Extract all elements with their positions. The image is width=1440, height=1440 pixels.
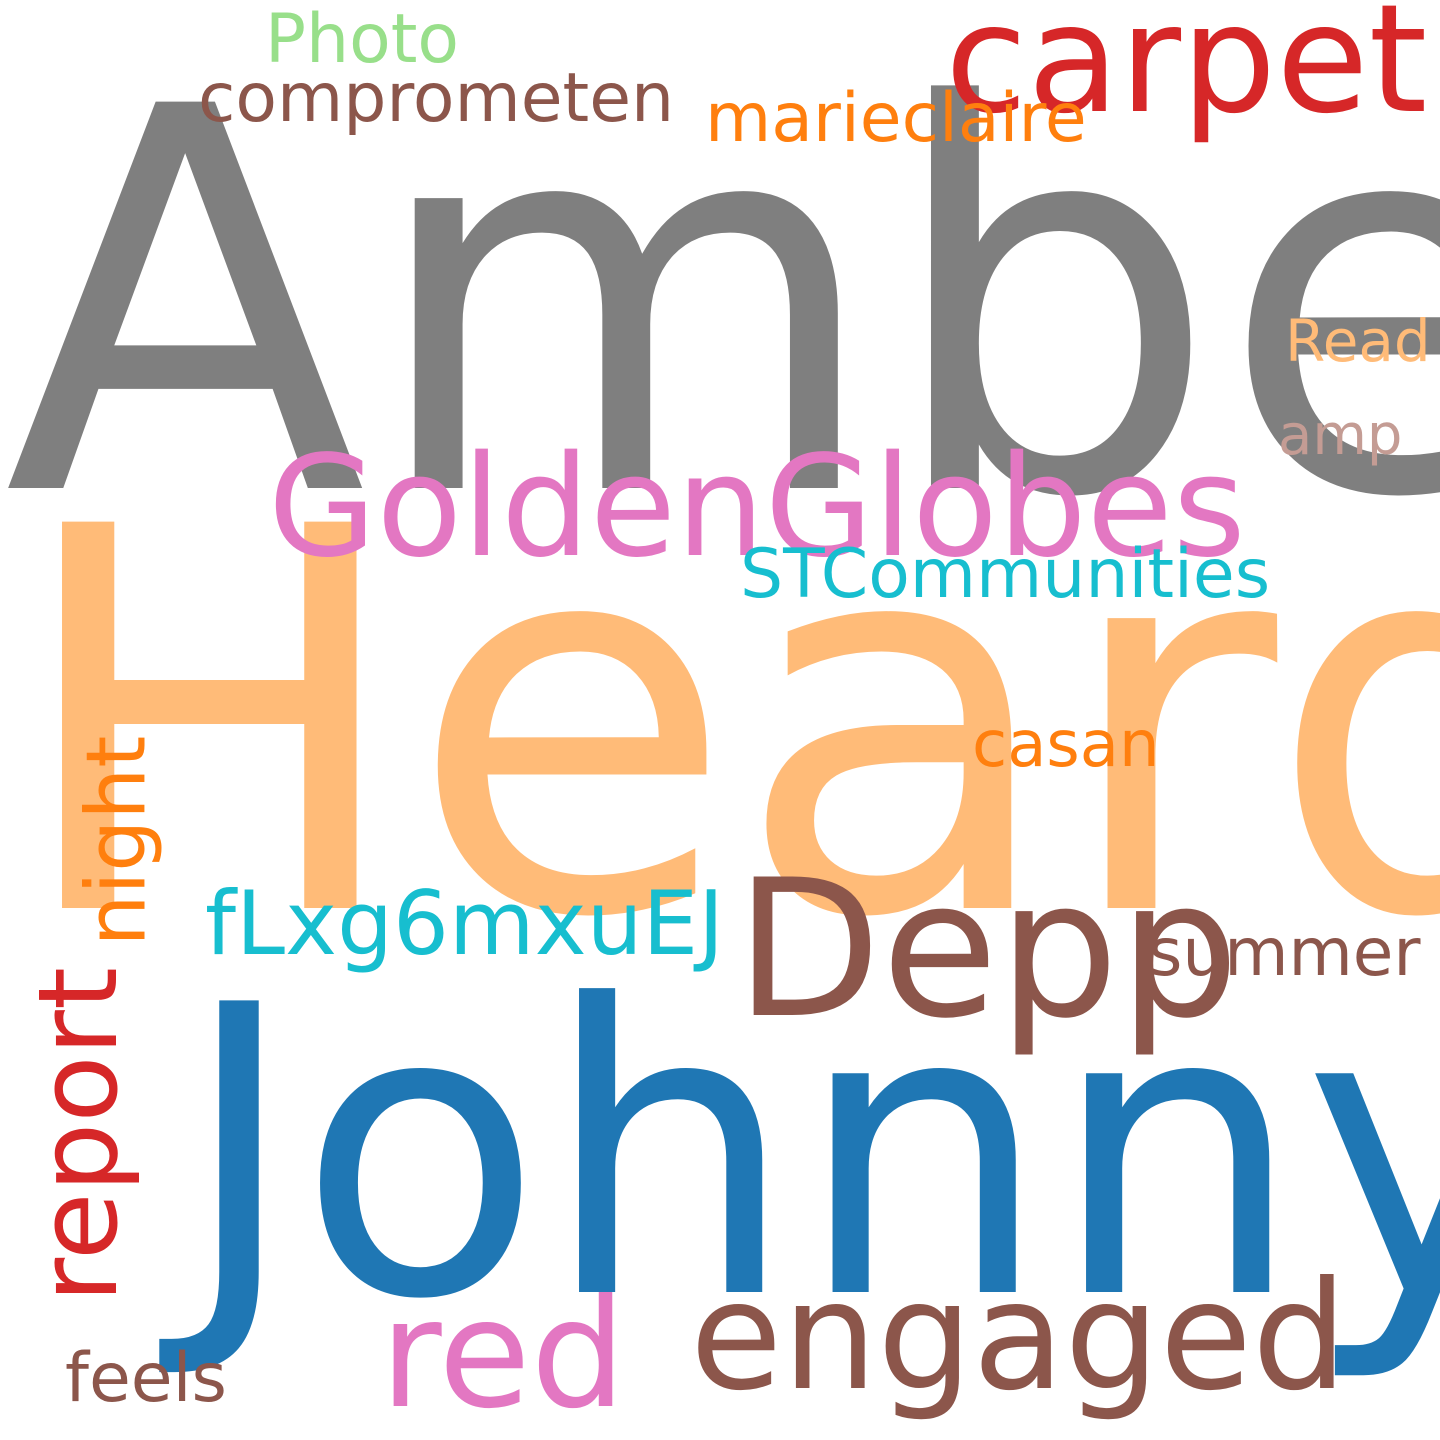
word-heard: Heard (10, 416, 1440, 1033)
word-comprometen: comprometen (198, 59, 675, 138)
word-summer: summer (1148, 914, 1421, 991)
word-flxg6mxuej: fLxg6mxuEJ (205, 872, 725, 975)
word-amber: Amber (4, 0, 1440, 613)
word-report: report (13, 967, 142, 1303)
word-red: red (380, 1268, 626, 1440)
word-read: Read (1285, 307, 1431, 375)
word-marieclaire: marieclaire (705, 79, 1087, 158)
word-feels: feels (65, 1339, 227, 1418)
word-carpet: carpet (945, 0, 1428, 147)
word-photo: Photo (265, 0, 459, 79)
word-depp: Depp (735, 839, 1240, 1060)
word-night: night (69, 735, 165, 947)
word-johnny: Johnny (180, 922, 1440, 1387)
word-stcommunities: STCommunities (740, 535, 1271, 614)
word-engaged: engaged (690, 1250, 1348, 1424)
word-goldenglobes: GoldenGlobes (268, 426, 1246, 589)
word-amp: amp (1278, 403, 1403, 468)
word-casan: casan (972, 708, 1160, 782)
